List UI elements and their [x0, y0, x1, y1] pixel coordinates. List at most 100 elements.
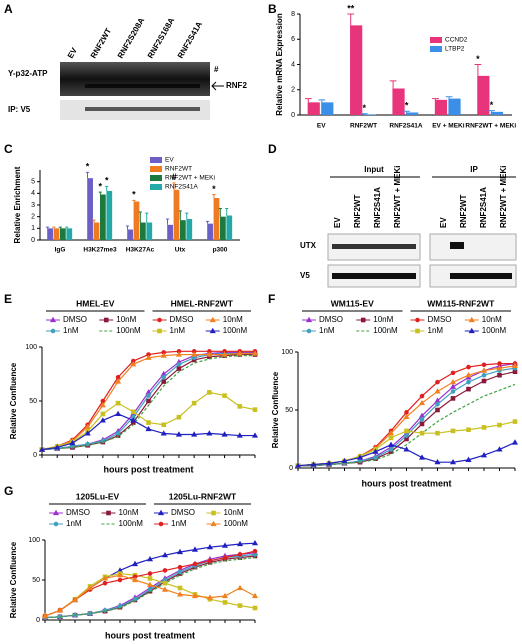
y-tick-label: 5 [31, 179, 35, 186]
legend-label: 10nM [224, 508, 244, 517]
legend-label: 10nM [223, 315, 243, 324]
point [251, 350, 259, 356]
bar [100, 194, 106, 240]
y-tick-label: 4 [31, 190, 35, 197]
y-tick-label: 2 [31, 214, 35, 221]
point [449, 378, 457, 385]
point [209, 316, 216, 323]
point [147, 576, 153, 581]
point [512, 419, 518, 424]
point [511, 362, 519, 369]
point [176, 366, 182, 371]
point [161, 552, 169, 558]
point [211, 510, 216, 516]
significance: * [363, 103, 367, 113]
point [116, 572, 124, 578]
significance: * [132, 190, 136, 200]
legend-label: 1nM [171, 519, 187, 528]
point [481, 425, 487, 430]
point [435, 401, 440, 407]
significance: * [405, 101, 409, 111]
point [221, 431, 228, 437]
legend-label: 10nM [482, 315, 502, 324]
point [160, 430, 167, 436]
significance: * [212, 184, 216, 194]
row-label: V5 [300, 271, 310, 280]
point [415, 317, 420, 323]
point [145, 425, 152, 432]
point [41, 612, 49, 619]
point [310, 461, 317, 467]
legend-swatch [150, 184, 162, 190]
panel-label: F [268, 292, 275, 306]
point [360, 317, 366, 323]
error-bar [132, 199, 136, 202]
bar [213, 198, 220, 240]
point [131, 576, 139, 583]
point [341, 457, 348, 464]
point [251, 540, 259, 546]
legend-label: 100nM [373, 326, 398, 335]
point [191, 431, 198, 437]
point [99, 417, 106, 423]
point [450, 389, 456, 394]
point [176, 414, 182, 420]
point [419, 421, 425, 427]
legend-swatch [430, 46, 442, 52]
point [388, 447, 394, 452]
blot-mark: # [214, 65, 219, 74]
point [102, 580, 108, 586]
point [106, 510, 111, 516]
blot-d: Input IP EV RNF2WT RNF2S41A RNF2WT + MEK… [300, 165, 517, 288]
error-bar [92, 219, 96, 223]
legend-group-title: HMEL-RNF2WT [171, 298, 234, 308]
point [191, 400, 197, 406]
point [191, 546, 199, 552]
point [497, 361, 502, 366]
legend-label: 100nM [224, 519, 249, 528]
lane-label: RNF2S41A [176, 20, 204, 60]
point [192, 561, 198, 567]
legend-group-title: HMEL-EV [76, 298, 115, 308]
point [373, 455, 378, 460]
x-tick-label: IgG [55, 247, 66, 254]
point [237, 552, 243, 557]
point [54, 444, 61, 450]
point [236, 432, 243, 438]
bar [226, 215, 233, 240]
point [372, 448, 379, 454]
point [157, 317, 162, 323]
error-bar [218, 208, 222, 217]
x-axis-label: hours post treatment [105, 630, 195, 640]
blot-band [85, 84, 200, 88]
error-bar [105, 185, 109, 191]
point [418, 399, 426, 406]
error-bar [98, 191, 102, 195]
point [306, 328, 312, 334]
point [130, 361, 137, 367]
point [130, 409, 136, 415]
blot-band [450, 242, 464, 249]
y-tick-label: 0 [36, 617, 40, 624]
error-bar [138, 211, 142, 223]
legend-label: 100nM [482, 326, 507, 335]
point [50, 328, 56, 334]
point [222, 600, 228, 605]
series-line [44, 557, 256, 619]
error-bar [165, 218, 170, 225]
y-tick-label: 3 [31, 202, 35, 209]
point [450, 428, 456, 434]
legend-label: 10nM [119, 508, 139, 517]
legend-label: 100nM [223, 326, 248, 335]
lane-label: RNF2WT + MEKi [393, 166, 402, 228]
error-bar [145, 212, 149, 223]
point [434, 459, 441, 465]
error-bar [205, 220, 210, 224]
blot-band [332, 273, 416, 279]
bar [490, 111, 504, 115]
error-bar [445, 96, 453, 99]
error-bar [125, 225, 130, 230]
legend-label: EV [165, 157, 174, 164]
bar [93, 222, 100, 240]
legend-label: 100nM [116, 326, 141, 335]
